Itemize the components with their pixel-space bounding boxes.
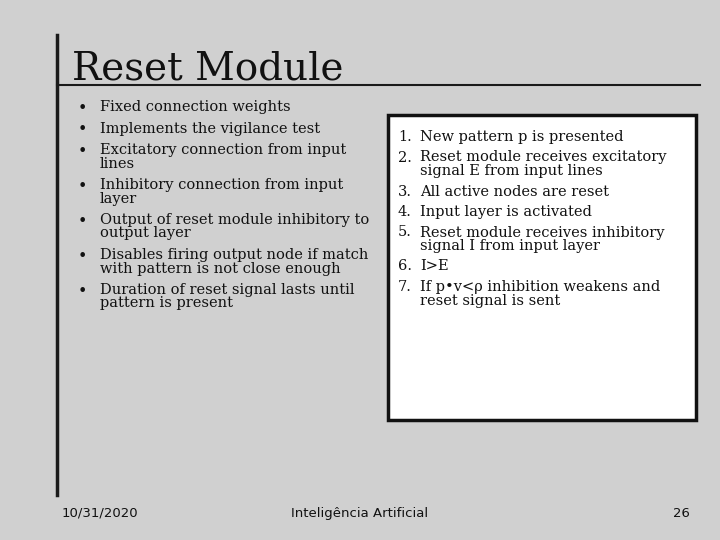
Text: •: • xyxy=(78,248,87,265)
Text: •: • xyxy=(78,213,87,230)
Text: layer: layer xyxy=(100,192,138,206)
Text: signal E from input lines: signal E from input lines xyxy=(420,164,603,178)
Text: output layer: output layer xyxy=(100,226,191,240)
Text: 7.: 7. xyxy=(398,280,412,294)
Text: •: • xyxy=(78,283,87,300)
Text: 4.: 4. xyxy=(398,205,412,219)
Text: 2.: 2. xyxy=(398,151,412,165)
Text: Inhibitory connection from input: Inhibitory connection from input xyxy=(100,178,343,192)
Text: Disables firing output node if match: Disables firing output node if match xyxy=(100,248,369,262)
Text: •: • xyxy=(78,122,87,138)
Text: 1.: 1. xyxy=(398,130,412,144)
Text: New pattern p is presented: New pattern p is presented xyxy=(420,130,624,144)
Text: Fixed connection weights: Fixed connection weights xyxy=(100,100,291,114)
Text: 3.: 3. xyxy=(398,185,412,199)
Text: 10/31/2020: 10/31/2020 xyxy=(62,507,139,520)
Text: •: • xyxy=(78,100,87,117)
Text: reset signal is sent: reset signal is sent xyxy=(420,294,560,307)
Text: Duration of reset signal lasts until: Duration of reset signal lasts until xyxy=(100,283,354,297)
Text: Input layer is activated: Input layer is activated xyxy=(420,205,592,219)
Text: Output of reset module inhibitory to: Output of reset module inhibitory to xyxy=(100,213,369,227)
Text: Reset module receives inhibitory: Reset module receives inhibitory xyxy=(420,226,665,240)
Text: 26: 26 xyxy=(673,507,690,520)
Text: •: • xyxy=(78,178,87,195)
Text: Reset module receives excitatory: Reset module receives excitatory xyxy=(420,151,667,165)
Text: 6.: 6. xyxy=(398,260,412,273)
Text: Implements the vigilance test: Implements the vigilance test xyxy=(100,122,320,136)
Text: I>E: I>E xyxy=(420,260,449,273)
Text: 5.: 5. xyxy=(398,226,412,240)
Text: pattern is present: pattern is present xyxy=(100,296,233,310)
Text: All active nodes are reset: All active nodes are reset xyxy=(420,185,609,199)
Text: Excitatory connection from input: Excitatory connection from input xyxy=(100,143,346,157)
Text: with pattern is not close enough: with pattern is not close enough xyxy=(100,261,341,275)
Text: signal I from input layer: signal I from input layer xyxy=(420,239,600,253)
Text: •: • xyxy=(78,143,87,160)
Text: lines: lines xyxy=(100,157,135,171)
Bar xyxy=(388,115,696,420)
Text: Inteligência Artificial: Inteligência Artificial xyxy=(292,507,428,520)
Text: Reset Module: Reset Module xyxy=(72,50,343,87)
Text: If p•v<ρ inhibition weakens and: If p•v<ρ inhibition weakens and xyxy=(420,280,660,294)
